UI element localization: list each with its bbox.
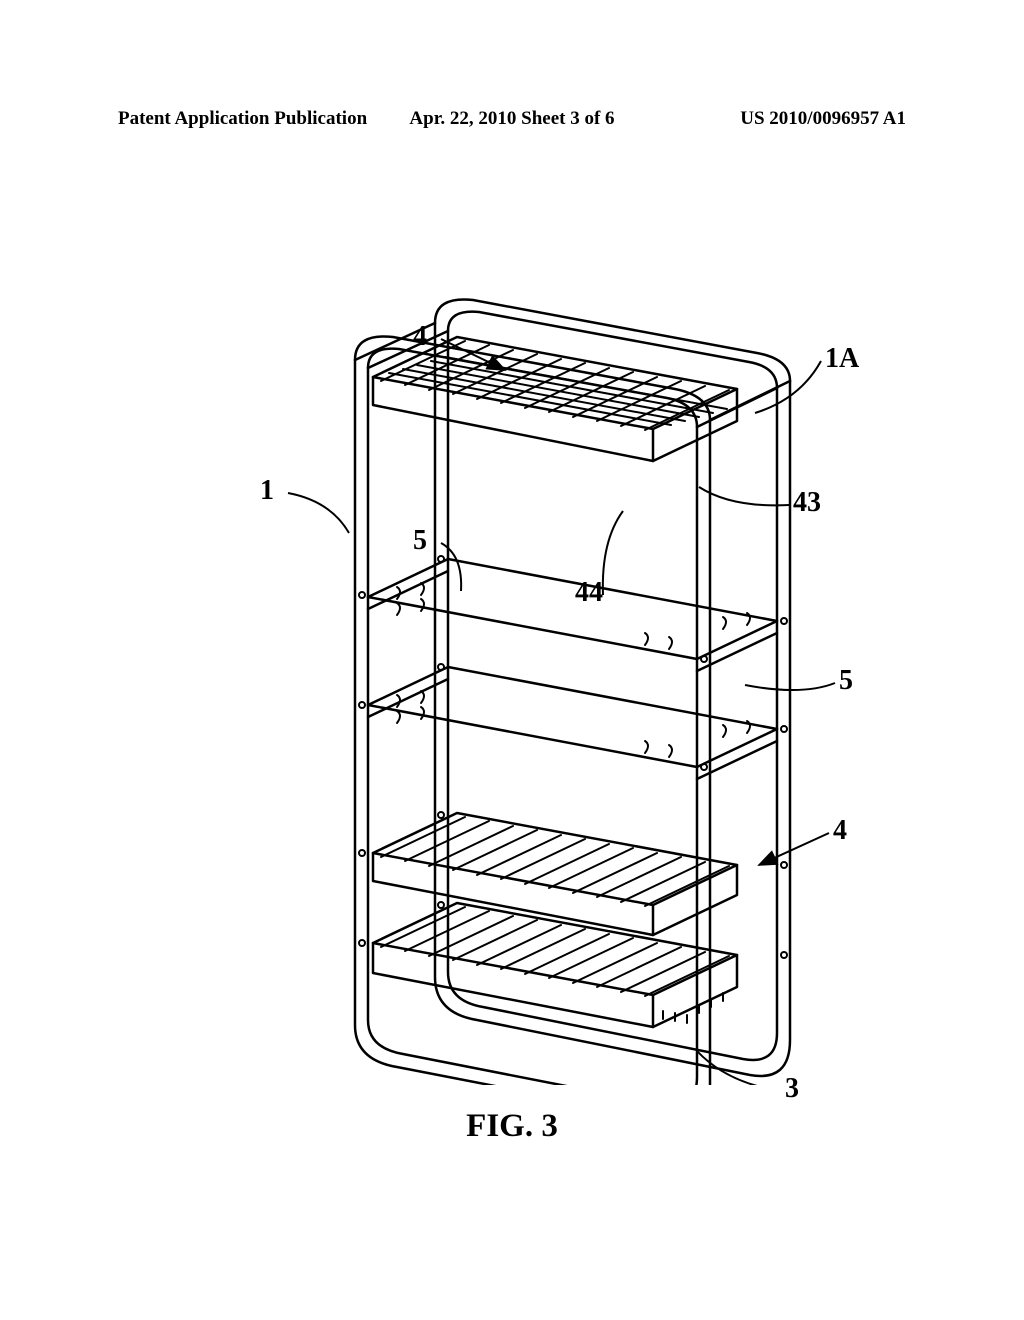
patent-drawing (145, 165, 885, 1085)
figure-area: 41A154344543 (145, 165, 885, 1065)
callout-1A: 1A (825, 343, 859, 375)
figure-label: FIG. 3 (0, 1108, 1024, 1145)
header-right: US 2010/0096957 A1 (740, 108, 906, 130)
callout-1: 1 (260, 475, 274, 507)
callout-43: 43 (793, 487, 821, 519)
callout-4-right: 4 (833, 815, 847, 847)
callout-44: 44 (575, 577, 603, 609)
callout-5-left: 5 (413, 525, 427, 557)
callout-5-right: 5 (839, 665, 853, 697)
callout-3: 3 (785, 1073, 799, 1105)
callout-4-top: 4 (413, 321, 427, 353)
